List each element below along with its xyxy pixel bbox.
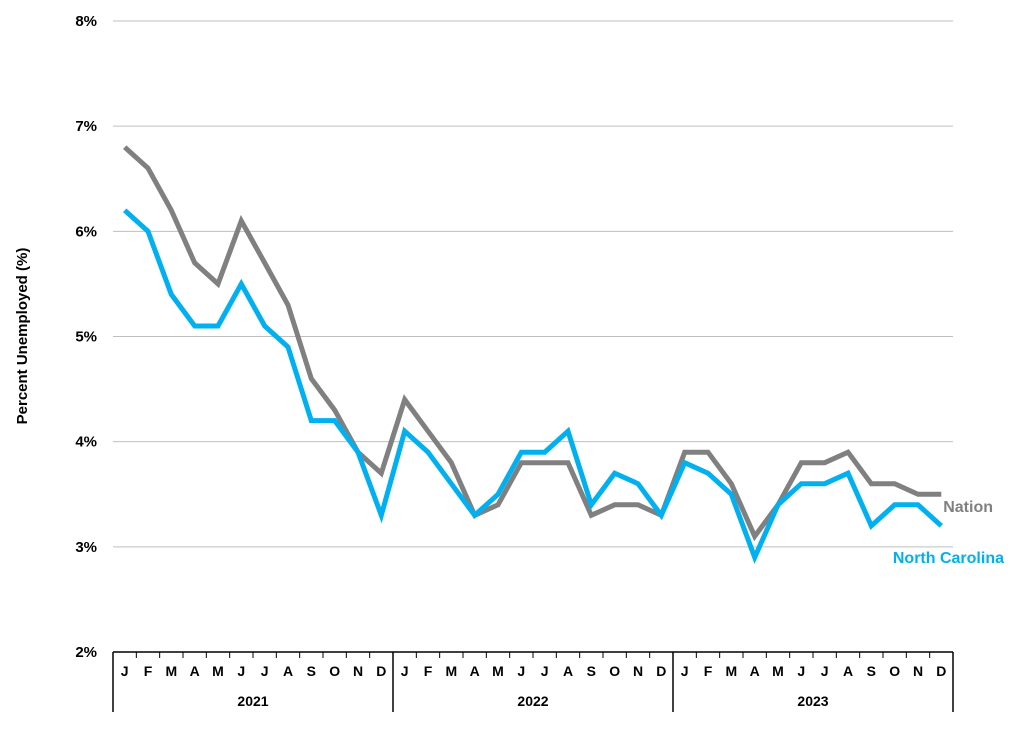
- x-tick-label: O: [329, 663, 340, 679]
- x-tick-label: S: [587, 663, 596, 679]
- x-tick-label: J: [681, 663, 689, 679]
- x-tick-label: F: [424, 663, 433, 679]
- x-tick-label: J: [121, 663, 129, 679]
- series-label-north-carolina: North Carolina: [893, 550, 1004, 567]
- x-tick-label: A: [283, 663, 293, 679]
- y-tick-label: 4%: [75, 434, 97, 451]
- y-axis-ticks: 2% 3% 4% 5% 6% 7% 8%: [75, 13, 97, 661]
- x-tick-label: M: [725, 663, 737, 679]
- series-label-nation: Nation: [943, 499, 993, 516]
- x-tick-label: J: [821, 663, 829, 679]
- year-label: 2021: [237, 693, 268, 709]
- x-tick-label: M: [492, 663, 504, 679]
- series-labels: Nation North Carolina: [893, 499, 1004, 567]
- x-tick-label: J: [261, 663, 269, 679]
- x-tick-label: J: [541, 663, 549, 679]
- x-tick-label: A: [750, 663, 760, 679]
- year-label: 2023: [797, 693, 828, 709]
- x-tick-label: J: [401, 663, 409, 679]
- x-tick-label: O: [609, 663, 620, 679]
- x-tick-label: A: [470, 663, 480, 679]
- series-lines: [123, 145, 943, 565]
- y-tick-label: 6%: [75, 223, 97, 240]
- x-tick-label: J: [517, 663, 525, 679]
- x-tick-label: J: [237, 663, 245, 679]
- y-tick-label: 2%: [75, 644, 97, 661]
- x-tick-label: M: [165, 663, 177, 679]
- x-tick-label: F: [144, 663, 153, 679]
- x-tick-label: A: [190, 663, 200, 679]
- x-tick-label: F: [704, 663, 713, 679]
- y-axis-label: Percent Unemployed (%): [14, 248, 31, 425]
- y-tick-label: 7%: [75, 118, 97, 135]
- gridlines: [113, 20, 953, 548]
- series-line-north-carolina: [123, 208, 943, 565]
- x-tick-label: A: [563, 663, 573, 679]
- x-tick-label: N: [353, 663, 363, 679]
- x-tick-label: M: [212, 663, 224, 679]
- x-axis: J F M A M J J A S O N D J F M A M J J A S O N D J F M A M J J A S O N D2021…: [112, 651, 954, 712]
- x-tick-label: A: [843, 663, 853, 679]
- x-tick-label: D: [936, 663, 946, 679]
- y-tick-label: 8%: [75, 13, 97, 30]
- x-tick-label: S: [307, 663, 316, 679]
- x-tick-label: S: [867, 663, 876, 679]
- x-tick-label: M: [445, 663, 457, 679]
- x-tick-label: M: [772, 663, 784, 679]
- y-tick-label: 3%: [75, 539, 97, 556]
- x-tick-label: J: [797, 663, 805, 679]
- y-tick-label: 5%: [75, 329, 97, 346]
- year-label: 2022: [517, 693, 548, 709]
- x-tick-label: N: [633, 663, 643, 679]
- x-tick-label: N: [913, 663, 923, 679]
- x-tick-label: O: [889, 663, 900, 679]
- series-line-nation: [123, 145, 942, 542]
- x-tick-label: D: [376, 663, 386, 679]
- x-tick-label: D: [656, 663, 666, 679]
